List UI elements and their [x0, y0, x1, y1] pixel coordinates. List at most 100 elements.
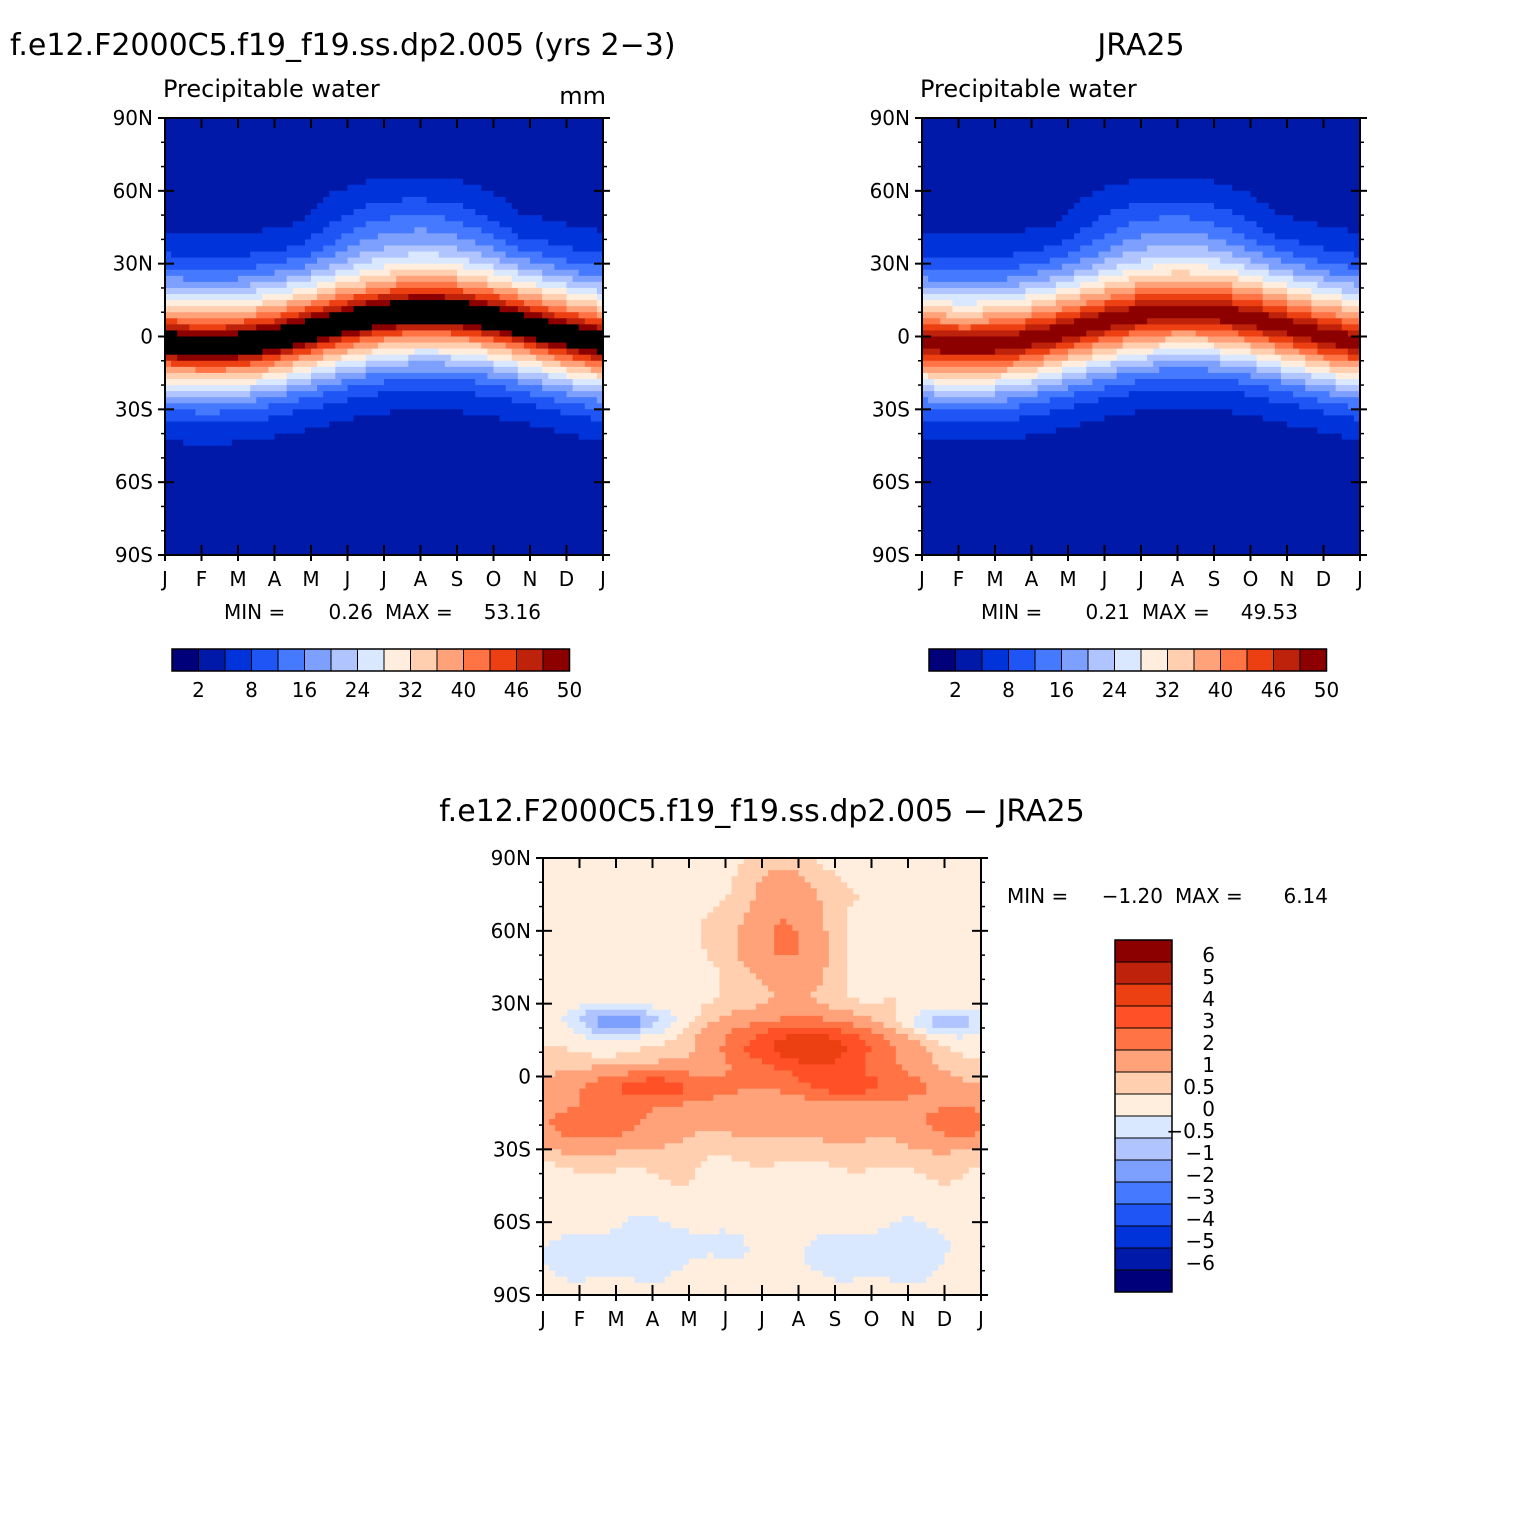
contour-cell [177, 318, 245, 325]
contour-cell [1323, 245, 1360, 253]
contour-cell [365, 178, 464, 186]
contour-cell [749, 967, 824, 974]
contour-cell [543, 858, 745, 865]
contour-cell [877, 1228, 940, 1235]
contour-cell [365, 202, 464, 210]
contour-cell [590, 366, 603, 374]
panel-model-units: mm [559, 82, 606, 110]
contour-cell [908, 1070, 952, 1078]
colorbar-swatch [516, 648, 544, 672]
contour-cell [543, 1264, 550, 1272]
contour-cell [1159, 215, 1191, 222]
contour-cell [1068, 354, 1093, 362]
contour-cell [499, 294, 519, 301]
contour-cell [749, 900, 824, 908]
contour-cell [505, 196, 603, 204]
contour-cell [944, 1234, 981, 1241]
contour-cell [934, 378, 996, 386]
contour-cell [548, 342, 568, 350]
contour-cell [731, 1009, 854, 1017]
panel-obs-max-label: MAX = [1142, 600, 1210, 624]
contour-cell [1116, 263, 1154, 271]
contour-cell [847, 924, 981, 932]
contour-cell [1250, 257, 1282, 265]
contour-cell [390, 409, 464, 416]
contour-cell [762, 876, 806, 883]
contour-cell [952, 306, 984, 313]
contour-cell [938, 1040, 981, 1047]
contour-cell [853, 1009, 897, 1017]
contour-cell [165, 154, 603, 162]
contour-cell [922, 500, 1360, 508]
contour-cell [1238, 378, 1282, 386]
colorbar-label: 2 [192, 678, 205, 702]
contour-cell [847, 1167, 867, 1175]
x-tick-label: M [607, 1307, 624, 1331]
contour-cell [974, 1131, 981, 1138]
contour-cell [1232, 324, 1258, 332]
contour-cell [922, 251, 1014, 259]
contour-cell [841, 1040, 867, 1047]
contour-cell [810, 882, 848, 889]
contour-cell [487, 300, 507, 307]
contour-cell [555, 1125, 635, 1132]
contour-cell [822, 900, 854, 908]
contour-cell [165, 427, 306, 435]
contour-cell [1262, 227, 1349, 234]
contour-cell [396, 281, 458, 289]
contour-cell [1341, 433, 1360, 441]
colorbar-swatch [1114, 1093, 1173, 1117]
contour-cell [841, 1052, 867, 1059]
contour-cell [1335, 385, 1360, 392]
contour-cell [995, 348, 1027, 356]
contour-cell [1268, 312, 1288, 319]
contour-cell [822, 1270, 933, 1278]
colorbar-label: 8 [1002, 678, 1015, 702]
contour-cell [940, 318, 990, 325]
contour-cell [622, 1082, 684, 1090]
x-tick-label: A [414, 567, 428, 591]
contour-cell [828, 949, 848, 956]
contour-cell [822, 924, 848, 932]
contour-cell [719, 1228, 727, 1235]
contour-cell [1280, 366, 1306, 374]
contour-cell [584, 403, 603, 410]
contour-cell [1037, 366, 1063, 374]
contour-cell [543, 973, 721, 980]
contour-cell [311, 300, 330, 307]
contour-cell [798, 949, 830, 956]
contour-cell [1080, 196, 1258, 204]
contour-cell [250, 391, 288, 398]
contour-cell [329, 221, 367, 228]
contour-cell [1110, 360, 1154, 368]
contour-cell [1104, 281, 1136, 289]
contour-cell [968, 1015, 981, 1023]
contour-cell [165, 148, 603, 156]
contour-cell [889, 1222, 927, 1229]
contour-cell [932, 1058, 981, 1065]
x-tick-label: A [1025, 567, 1039, 591]
colorbar-swatch [542, 648, 570, 672]
contour-cell [511, 397, 555, 404]
y-tick-label: 0 [140, 325, 153, 349]
contour-cell [1055, 318, 1075, 325]
contour-cell [682, 1264, 812, 1272]
contour-cell [256, 263, 306, 271]
contour-cell [543, 1167, 575, 1175]
contour-cell [725, 1052, 751, 1059]
contour-cell [1347, 348, 1360, 356]
contour-cell [853, 900, 981, 908]
colorbar-label: 6 [1202, 943, 1215, 967]
contour-cell [664, 1040, 696, 1047]
contour-cell [1128, 391, 1246, 398]
contour-cell [543, 961, 714, 968]
contour-cell [922, 415, 1020, 423]
contour-cell [1068, 385, 1106, 392]
contour-cell [567, 1106, 654, 1114]
contour-cell [926, 1046, 952, 1053]
contour-cell [335, 281, 367, 289]
contour-cell [250, 251, 312, 259]
contour-cell [828, 1161, 981, 1169]
x-tick-label: F [953, 567, 965, 591]
contour-cell [1049, 257, 1081, 265]
